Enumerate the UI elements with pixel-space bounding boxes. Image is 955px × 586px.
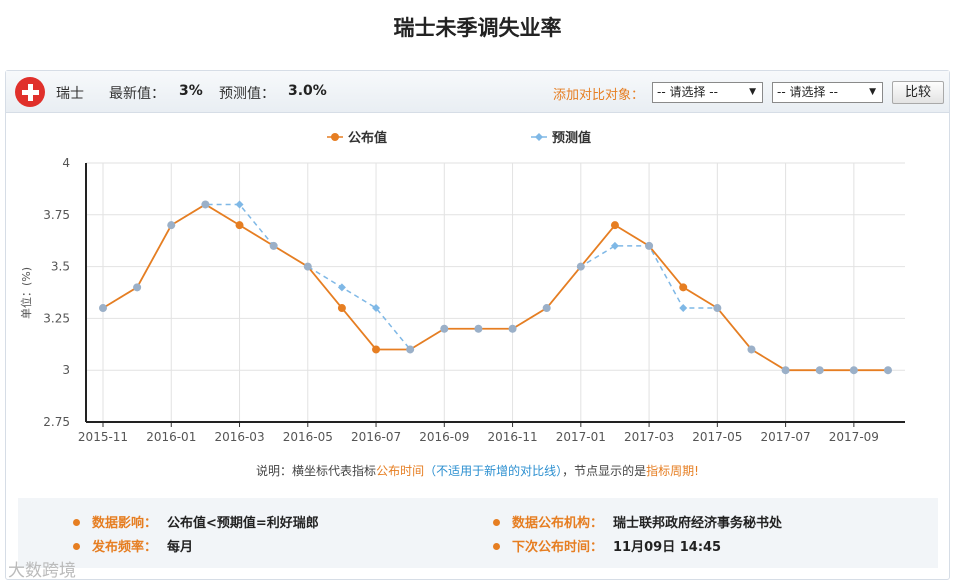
actual-point: [303, 262, 312, 271]
actual-point: [474, 324, 483, 333]
next-release-value: 11月09日 14:45: [613, 540, 722, 555]
agency-value: 瑞士联邦政府经济事务秘书处: [613, 516, 783, 531]
legend-marker: [331, 133, 339, 141]
info-next-release: 下次公布时间： 11月09日 14:45: [493, 536, 721, 555]
actual-point: [781, 366, 790, 375]
actual-point: [440, 324, 449, 333]
x-tick-label: 2017-03: [624, 430, 674, 444]
compare-label: 添加对比对象：: [553, 88, 645, 103]
chart-note: 说明：横坐标代表指标公布时间（不适用于新增的对比线），节点显示的是指标周期!: [0, 462, 955, 479]
legend-label: 预测值: [552, 130, 591, 146]
impact-value: 公布值<预期值=利好瑞郎: [167, 516, 319, 531]
actual-point: [713, 304, 722, 313]
note-part-2: 公布时间: [376, 464, 425, 478]
chevron-down-icon: ▼: [749, 87, 756, 97]
actual-point: [815, 366, 824, 375]
x-tick-label: 2017-07: [761, 430, 811, 444]
actual-point: [133, 283, 142, 292]
info-agency: 数据公布机构： 瑞士联邦政府经济事务秘书处: [493, 512, 782, 531]
y-tick-label: 4: [62, 156, 70, 170]
y-tick-label: 2.75: [43, 415, 70, 429]
page-title: 瑞士未季调失业率: [393, 16, 562, 40]
actual-point: [610, 221, 619, 230]
note-part-5: 指标周期: [646, 464, 695, 478]
compare-select-2[interactable]: -- 请选择 -- ▼: [772, 82, 883, 103]
x-tick-label: 2016-11: [487, 430, 537, 444]
actual-point: [508, 324, 517, 333]
chart-panel: 瑞士 最新值： 3% 预测值： 3.0% 添加对比对象： -- 请选择 -- ▼…: [5, 70, 950, 580]
forecast-point: [372, 304, 381, 313]
impact-label: 数据影响：: [92, 516, 158, 531]
series-forecast-line: [102, 203, 888, 371]
info-box: 数据影响： 公布值<预期值=利好瑞郎 数据公布机构： 瑞士联邦政府经济事务秘书处 发…: [18, 498, 938, 568]
bullet-icon: [493, 543, 500, 550]
actual-point: [542, 304, 551, 313]
actual-point: [201, 200, 210, 209]
note-part-4: ，节点显示的是: [562, 464, 647, 478]
x-tick-label: 2016-03: [214, 430, 264, 444]
x-tick-label: 2016-07: [351, 430, 401, 444]
forecast-point: [337, 283, 346, 292]
series-actual-line: [102, 203, 888, 372]
actual-point: [235, 221, 244, 230]
actual-point: [99, 304, 107, 313]
compare-button[interactable]: 比较: [892, 81, 944, 104]
frequency-label: 发布频率：: [92, 540, 158, 555]
chevron-down-icon: ▼: [869, 87, 876, 97]
actual-point: [645, 241, 654, 250]
y-axis-label: 单位：(%): [19, 267, 33, 319]
note-part-6: !: [694, 464, 699, 478]
bullet-icon: [493, 519, 500, 526]
legend-marker: [535, 133, 543, 141]
latest-label: 最新值：: [109, 86, 165, 102]
actual-point: [883, 366, 892, 375]
actual-point: [167, 221, 176, 230]
actual-point: [337, 304, 346, 313]
y-tick-label: 3.5: [51, 260, 70, 274]
actual-point: [747, 345, 756, 354]
y-tick-label: 3.75: [43, 208, 70, 222]
actual-point: [679, 283, 688, 292]
actual-point: [406, 345, 415, 354]
forecast-point: [610, 241, 619, 250]
compare-select-1[interactable]: -- 请选择 -- ▼: [652, 82, 763, 103]
x-tick-label: 2017-09: [829, 430, 879, 444]
y-tick-label: 3: [62, 363, 70, 377]
note-part-1: 说明：横坐标代表指标: [256, 464, 377, 478]
forecast-label: 预测值：: [219, 86, 275, 102]
x-tick-label: 2017-05: [692, 430, 742, 444]
x-tick-label: 2015-11: [78, 430, 128, 444]
forecast-point: [679, 304, 688, 313]
next-release-label: 下次公布时间：: [512, 540, 604, 555]
x-tick-label: 2016-01: [146, 430, 196, 444]
actual-point: [849, 366, 858, 375]
select-1-value: -- 请选择 --: [657, 85, 718, 99]
forecast-point: [235, 200, 244, 209]
x-tick-label: 2016-09: [419, 430, 469, 444]
line-chart: 2.75 3 3.25 3.5 3.75 4 2015-11 2016-01 2016-03 20…: [19, 130, 905, 444]
latest-value: 3%: [179, 83, 203, 99]
info-frequency: 发布频率： 每月: [73, 536, 193, 555]
note-part-3: （不适用于新增的对比线）: [424, 464, 563, 478]
y-tick-label: 3.25: [43, 311, 70, 325]
forecast-value: 3.0%: [288, 83, 327, 99]
swiss-flag-icon: [15, 77, 45, 107]
x-tick-label: 2016-05: [283, 430, 333, 444]
x-tick-label: 2017-01: [556, 430, 606, 444]
actual-point: [372, 345, 381, 354]
info-impact: 数据影响： 公布值<预期值=利好瑞郎: [73, 512, 319, 531]
bullet-icon: [73, 543, 80, 550]
agency-label: 数据公布机构：: [512, 516, 604, 531]
watermark: 大数跨境: [8, 561, 76, 581]
bullet-icon: [73, 519, 80, 526]
select-2-value: -- 请选择 --: [777, 85, 838, 99]
actual-point: [576, 262, 585, 271]
frequency-value: 每月: [167, 540, 194, 555]
country-name: 瑞士: [56, 86, 84, 102]
legend-label: 公布值: [348, 130, 387, 146]
toolbar: 瑞士 最新值： 3% 预测值： 3.0% 添加对比对象： -- 请选择 -- ▼…: [6, 71, 949, 113]
actual-point: [269, 241, 278, 250]
